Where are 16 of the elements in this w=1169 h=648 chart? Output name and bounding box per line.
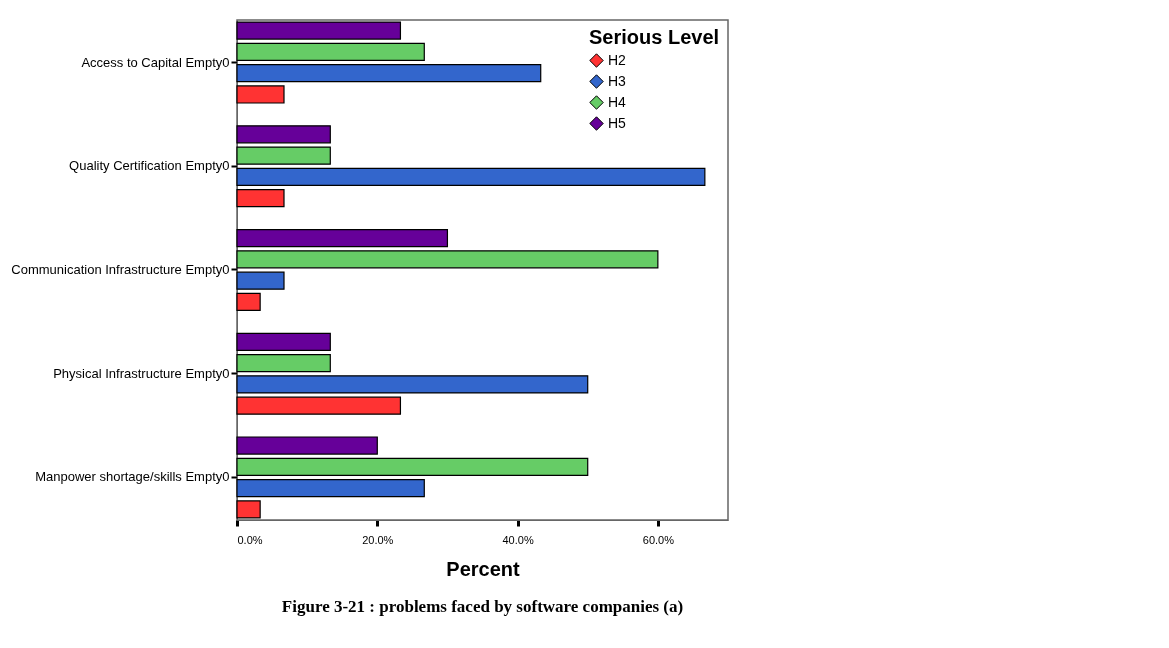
y-tick-label: Communication Infrastructure Empty0: [11, 262, 230, 277]
legend-label: H2: [608, 51, 627, 68]
legend-label: H5: [608, 114, 627, 131]
x-tick-label: 60.0%: [642, 533, 675, 546]
legend-title: Serious Level: [589, 26, 720, 48]
x-tick-label: 40.0%: [502, 533, 534, 546]
legend-label: H3: [608, 72, 627, 89]
y-tick-label: Physical Infrastructure Empty0: [53, 365, 230, 381]
text: Figure 3-21 : problems faced by software companies (a): [281, 597, 684, 616]
legend-label: H4: [608, 93, 627, 110]
x-axis-title: Percent: [446, 557, 521, 580]
y-tick-label: Access to Capital Empty0: [81, 54, 230, 70]
x-tick-label: 20.0%: [362, 533, 394, 546]
x-tick-label: 0.0%: [237, 533, 263, 546]
y-tick-label: Manpower shortage/skills Empty0: [35, 469, 230, 485]
y-tick-label: Quality Certification Empty0: [69, 158, 230, 174]
